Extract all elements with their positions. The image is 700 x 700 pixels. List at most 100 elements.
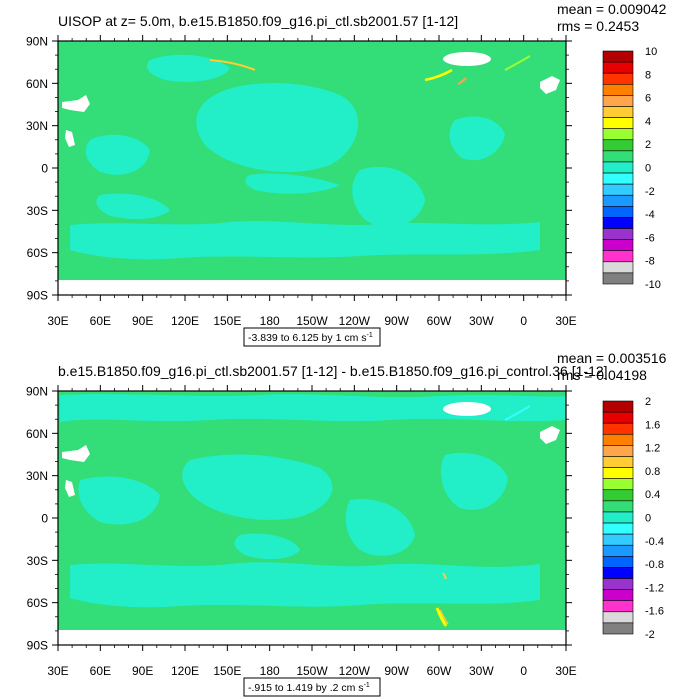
- north-atlantic-streak: [504, 55, 531, 71]
- colorbar-label: -10: [645, 279, 661, 291]
- colorbar-swatch: [602, 422, 634, 435]
- lon-tick-label: 150W: [296, 314, 328, 328]
- colorbar-swatch: [602, 489, 634, 502]
- colorbar-swatch: [602, 272, 634, 285]
- panel-title: UISOP at z= 5.0m, b.e15.B1850.f09_g16.pi…: [58, 13, 458, 29]
- lon-tick-label: 90W: [384, 314, 409, 328]
- south-ocean-low-region: [70, 562, 540, 608]
- lon-tick-label: 0: [520, 314, 527, 328]
- colorbar-swatch: [602, 611, 634, 624]
- colorbar-swatch: [602, 106, 634, 118]
- colorbar-swatch: [602, 117, 634, 129]
- tropical-band-low-region: [245, 173, 340, 194]
- colorbar-swatch: [602, 433, 634, 446]
- colorbar-label: 0.4: [645, 489, 660, 501]
- colorbar-swatch: [602, 206, 634, 218]
- antarctic-mask: [58, 280, 566, 295]
- indian-ocean-low-region: [78, 476, 160, 525]
- lat-tick-label: 90N: [26, 385, 48, 399]
- lon-tick-label: 120W: [339, 314, 371, 328]
- colorbar-label: 10: [645, 46, 657, 58]
- colorbar-swatch: [602, 128, 634, 141]
- colorbar-label: -0.4: [645, 536, 664, 548]
- colorbar-label: 2: [645, 139, 651, 151]
- field-low-regions: [70, 54, 540, 260]
- range-label-exponent: -1: [364, 682, 370, 689]
- south-ocean-low-region: [70, 221, 540, 260]
- colorbar: 2 1.6 1.2 0.8 0.4 0 -0.4 -0.8 -1.2 -1.6 -2: [602, 396, 664, 641]
- colorbar-swatch: [602, 183, 634, 196]
- lon-tick-label: 30W: [469, 664, 494, 678]
- lon-tick-label: 90W: [384, 664, 409, 678]
- gulf-stream-streak: [424, 68, 453, 82]
- colorbar-swatch: [602, 83, 634, 96]
- colorbar: 10 8 6 4 2 0 -2 -4 -6 -8 -10: [602, 46, 661, 291]
- lon-tick-label: 150E: [213, 664, 241, 678]
- lat-tick-label: 90S: [27, 289, 48, 303]
- land-masks: [58, 402, 566, 645]
- greenland-mask: [443, 52, 491, 66]
- colorbar-swatch: [602, 161, 634, 174]
- lon-tick-label: 30E: [555, 664, 576, 678]
- colorbar-swatch: [602, 622, 634, 635]
- lon-tick-label: 150W: [296, 664, 328, 678]
- colorbar-swatch: [602, 600, 634, 613]
- lon-tick-label: 120W: [339, 664, 371, 678]
- colorbar-swatch: [602, 467, 634, 479]
- colorbar-label: 6: [645, 93, 651, 105]
- colorbar-label: -2: [645, 629, 655, 641]
- colorbar-swatch: [602, 194, 634, 207]
- colorbar-swatch: [602, 522, 634, 535]
- colorbar-label: 1.6: [645, 419, 660, 431]
- lat-tick-label: 60N: [26, 427, 48, 441]
- lat-tick-label: 90S: [27, 639, 48, 653]
- lat-tick-label: 0: [41, 512, 48, 526]
- lon-ticks: 30E 60E 90E 120E 150E 180 150W 120W 90W 60W 30W 0 30…: [47, 385, 577, 678]
- colorbar-swatch: [602, 250, 634, 263]
- colorbar-label: -6: [645, 232, 655, 244]
- lon-tick-label: 30E: [47, 314, 68, 328]
- colorbar-swatch: [602, 589, 634, 602]
- panel-uisop: UISOP at z= 5.0m, b.e15.B1850.f09_g16.pi…: [26, 1, 667, 347]
- lon-tick-label: 60E: [90, 314, 111, 328]
- lon-tick-label: 90E: [132, 664, 153, 678]
- mean-stat: mean = 0.003516: [557, 350, 667, 366]
- lat-tick-label: 90N: [26, 35, 48, 49]
- labrador-streak: [457, 77, 467, 85]
- lat-tick-label: 30N: [26, 119, 48, 133]
- colorbar-swatch: [602, 578, 634, 590]
- pacific-low-region: [196, 82, 359, 173]
- atlantic-low-region: [440, 452, 508, 510]
- lon-tick-label: 120E: [171, 664, 199, 678]
- north-atlantic-streak: [504, 405, 531, 421]
- colorbar-label: 0: [645, 163, 651, 175]
- map-plot: 90N 60N 30N 0 30S 60S 90S 30E 60E 90E 120E 150E 180…: [26, 385, 577, 679]
- colorbar-swatch: [602, 478, 634, 491]
- colorbar-label: -1.6: [645, 606, 664, 618]
- lon-tick-label: 30E: [555, 314, 576, 328]
- europe-mask: [540, 76, 560, 94]
- colorbar-swatch: [602, 72, 634, 85]
- colorbar-swatch: [602, 544, 634, 557]
- colorbar-label: 0.8: [645, 466, 660, 478]
- lon-tick-label: 180: [260, 314, 280, 328]
- lon-tick-label: 30E: [47, 664, 68, 678]
- antarctic-mask: [58, 630, 566, 645]
- southwest-low-region: [234, 533, 300, 560]
- greenland-mask: [443, 402, 491, 416]
- east-asia-mask: [62, 445, 90, 462]
- lon-tick-label: 60W: [427, 664, 452, 678]
- central-pacific-low-region: [182, 454, 333, 520]
- colorbar-swatch: [602, 511, 634, 524]
- colorbar-swatch: [602, 150, 634, 163]
- range-label-exponent: -1: [366, 332, 372, 339]
- maritime-mask: [65, 130, 75, 147]
- lon-tick-label: 120E: [171, 314, 199, 328]
- colorbar-swatch: [602, 556, 634, 568]
- east-asia-mask: [62, 95, 90, 112]
- colorbar-swatch: [602, 456, 634, 468]
- anomaly-streaks: [435, 405, 531, 627]
- lat-ticks: 90N 60N 30N 0 30S 60S 90S: [26, 385, 572, 653]
- lon-tick-label: 30W: [469, 314, 494, 328]
- drake-passage-streak: [435, 607, 448, 627]
